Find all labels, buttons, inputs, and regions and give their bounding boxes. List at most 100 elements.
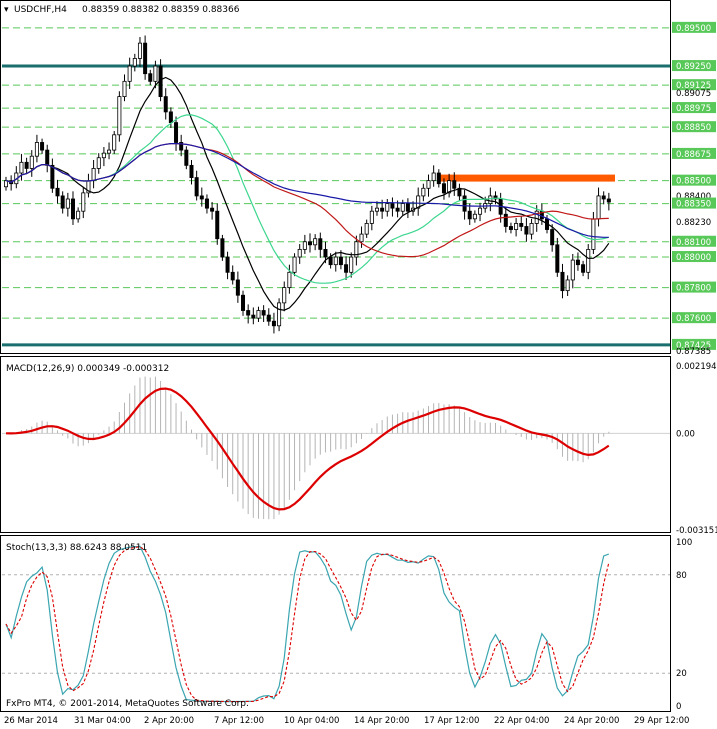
candle-body xyxy=(519,223,524,227)
candle-body xyxy=(261,310,266,316)
candle-body xyxy=(251,314,256,319)
time-tick-label: 7 Apr 12:00 xyxy=(214,716,264,726)
candle-body xyxy=(478,207,483,215)
ma-slow-line xyxy=(5,143,609,258)
candle-body xyxy=(179,142,184,151)
price-tick-highlight xyxy=(672,121,716,133)
time-tick-label: 31 Mar 04:00 xyxy=(74,716,131,726)
price-tick-label: 0.87800 xyxy=(676,284,711,294)
candle-body xyxy=(235,279,240,296)
candle-body xyxy=(70,198,75,220)
candle-body xyxy=(76,210,81,220)
macd-title: MACD(12,26,9) 0.000349 -0.000312 xyxy=(6,364,169,374)
candle-body xyxy=(143,42,148,75)
candle-body xyxy=(493,195,498,200)
price-tick-label: 0.88850 xyxy=(676,123,711,133)
candle-body xyxy=(189,164,194,178)
watermark: FxPro MT4, © 2001-2014, MetaQuotes Softw… xyxy=(6,699,249,709)
candle-body xyxy=(581,264,586,273)
ma-medium-line xyxy=(5,114,609,284)
price-tick-label: 0.89250 xyxy=(676,62,711,72)
resistance-zone xyxy=(440,174,615,182)
candle-body xyxy=(246,310,251,316)
stoch-panel-frame xyxy=(0,535,671,712)
candle-body xyxy=(132,58,137,67)
candle-body xyxy=(436,172,441,185)
candle-body xyxy=(241,294,246,311)
candle-body xyxy=(225,256,230,273)
time-tick-label: 29 Apr 12:00 xyxy=(634,716,689,726)
candle-body xyxy=(344,264,349,273)
candle-body xyxy=(24,161,29,169)
candle-body xyxy=(174,122,179,143)
time-tick-label: 17 Apr 12:00 xyxy=(424,716,479,726)
candle-body xyxy=(50,164,55,189)
stoch-tick-label: 80 xyxy=(676,571,687,581)
candle-body xyxy=(534,210,539,224)
candle-body xyxy=(550,229,555,246)
candle-body xyxy=(65,198,70,209)
candle-body xyxy=(586,248,591,273)
candle-body xyxy=(514,223,519,230)
candle-body xyxy=(570,259,575,281)
price-tick-label: 0.88400 xyxy=(676,192,711,202)
price-tick-label: 0.89075 xyxy=(676,89,711,99)
price-tick-label: 0.87600 xyxy=(676,314,711,324)
stoch-main-line xyxy=(5,545,610,703)
candle-body xyxy=(452,180,457,189)
candle-body xyxy=(313,238,318,246)
ma-fast-line xyxy=(5,76,610,311)
time-tick-label: 2 Apr 20:00 xyxy=(144,716,194,726)
candle-body xyxy=(137,42,142,59)
price-tick-label: 0.88230 xyxy=(676,218,711,228)
candle-body xyxy=(40,142,45,151)
macd-tick-label: 0.002194 xyxy=(676,362,717,372)
candle-body xyxy=(601,195,606,200)
time-tick-label: 10 Apr 04:00 xyxy=(284,716,339,726)
symbol-dropdown-icon[interactable]: ▾ xyxy=(4,5,9,15)
candle-body xyxy=(271,320,276,327)
candle-body xyxy=(400,203,405,212)
candle-body xyxy=(349,256,354,273)
candle-body xyxy=(60,195,65,209)
ohlc-values: 0.88359 0.88382 0.88359 0.88366 xyxy=(82,5,240,15)
candle-body xyxy=(467,210,472,220)
candle-body xyxy=(230,271,235,281)
candle-body xyxy=(96,157,101,169)
candle-body xyxy=(364,223,369,235)
candle-body xyxy=(163,96,168,113)
price-tick-label: 0.88675 xyxy=(676,150,711,160)
time-tick-label: 24 Apr 20:00 xyxy=(564,716,619,726)
price-tick-highlight xyxy=(672,197,716,209)
candle-body xyxy=(524,226,529,235)
candle-body xyxy=(302,241,307,250)
candle-body xyxy=(122,80,127,98)
stoch-tick-label: 100 xyxy=(676,538,692,548)
macd-panel-frame xyxy=(0,356,671,533)
ma-long-line xyxy=(5,143,609,238)
candle-body xyxy=(488,195,493,204)
price-layer xyxy=(2,27,670,347)
price-tick-highlight xyxy=(672,338,716,350)
candle-body xyxy=(148,73,153,82)
price-tick-label: 0.89500 xyxy=(676,24,711,34)
candle-body xyxy=(323,248,328,258)
price-tick-highlight xyxy=(672,312,716,324)
candle-body xyxy=(596,195,601,220)
price-tick-highlight xyxy=(672,102,716,114)
candle-body xyxy=(390,203,395,209)
candle-body xyxy=(591,218,596,250)
candle-body xyxy=(215,210,220,240)
price-tick-highlight xyxy=(672,147,716,159)
price-tick-label: 0.88350 xyxy=(676,200,711,210)
candle-body xyxy=(29,155,34,169)
macd-tick-label: 0.00 xyxy=(676,429,695,439)
candle-body xyxy=(277,302,282,327)
candle-body xyxy=(380,207,385,212)
stoch-tick-label: 20 xyxy=(676,669,687,679)
candle-body xyxy=(168,111,173,123)
candle-body xyxy=(194,177,199,197)
price-tick-highlight xyxy=(672,235,716,247)
